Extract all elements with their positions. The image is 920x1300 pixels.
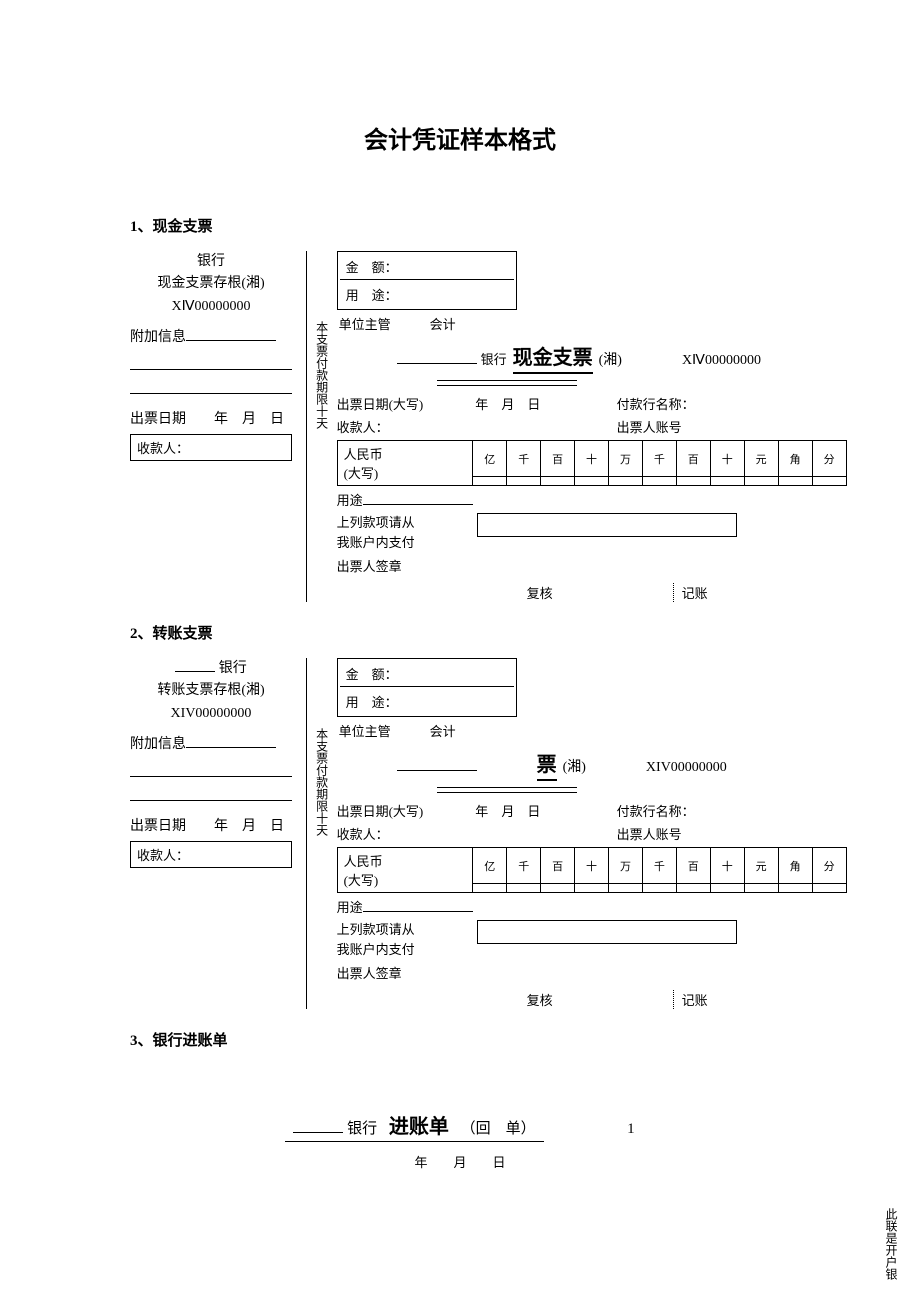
page-title: 会计凭证样本格式 (60, 120, 860, 155)
amount-purpose-box-t: 金 额： 用 途： (337, 658, 517, 717)
section-3-title: 3、银行进账单 (130, 1029, 860, 1050)
vertical-note-t: 本支票付款期限十天 (313, 658, 329, 1009)
payee-box-t: 收款人： (130, 841, 292, 868)
pay-box-t (477, 920, 737, 944)
cash-cheque-main: 金 额： 用 途： 单位主管 会计 银行 现金支票 (湘) XⅣ00000000… (329, 251, 860, 602)
stub-bank: 银行 (130, 251, 292, 273)
cash-stub: 银行 现金支票存根(湘) XⅣ00000000 附加信息 出票日期 年 月 日 … (130, 251, 300, 602)
payee-box: 收款人： (130, 434, 292, 461)
cash-cheque-title: 现金支票 (513, 341, 593, 374)
transfer-stub: 银行 转账支票存根(湘) XIV00000000 附加信息 出票日期 年 月 日… (130, 658, 300, 1009)
amount-purpose-box: 金 额： 用 途： (337, 251, 517, 310)
section-2-title: 2、转账支票 (130, 622, 860, 643)
deposit-title: 进账单 (389, 1116, 449, 1138)
deposit-slip: 银行 进账单 （回 单） 1 年 月 日 (60, 1110, 860, 1171)
vertical-note: 本支票付款期限十天 (313, 251, 329, 602)
transfer-cheque-main: 金 额： 用 途： 单位主管 会计 票 (湘) XIV00000000 出票日期… (329, 658, 860, 1009)
transfer-cheque-title: 票 (537, 748, 557, 781)
addinfo-label: 附加信息 (130, 330, 186, 345)
section-1-title: 1、现金支票 (130, 215, 860, 236)
pay-box (477, 513, 737, 537)
main-serial: XⅣ00000000 (682, 352, 761, 369)
stub-serial-t: XIV00000000 (130, 703, 292, 725)
transfer-cheque-block: 银行 转账支票存根(湘) XIV00000000 附加信息 出票日期 年 月 日… (130, 658, 860, 1009)
issue-date-label: 出票日期 (130, 412, 186, 427)
main-serial-t: XIV00000000 (646, 760, 727, 776)
stub-cash-title: 现金支票存根(湘) (130, 273, 292, 295)
deposit-number: 1 (627, 1121, 635, 1138)
cash-cheque-block: 银行 现金支票存根(湘) XⅣ00000000 附加信息 出票日期 年 月 日 … (130, 251, 860, 602)
amount-grid-t: 人民币(大写) 亿千百十万千百十元角分 (337, 847, 847, 893)
side-note: 此联是开户银 (883, 1208, 900, 1280)
stub-transfer-title: 转账支票存根(湘) (130, 680, 292, 702)
stub-serial: XⅣ00000000 (130, 296, 292, 318)
amount-grid: 人民币(大写) 亿千百十万千百十元角分 (337, 440, 847, 486)
